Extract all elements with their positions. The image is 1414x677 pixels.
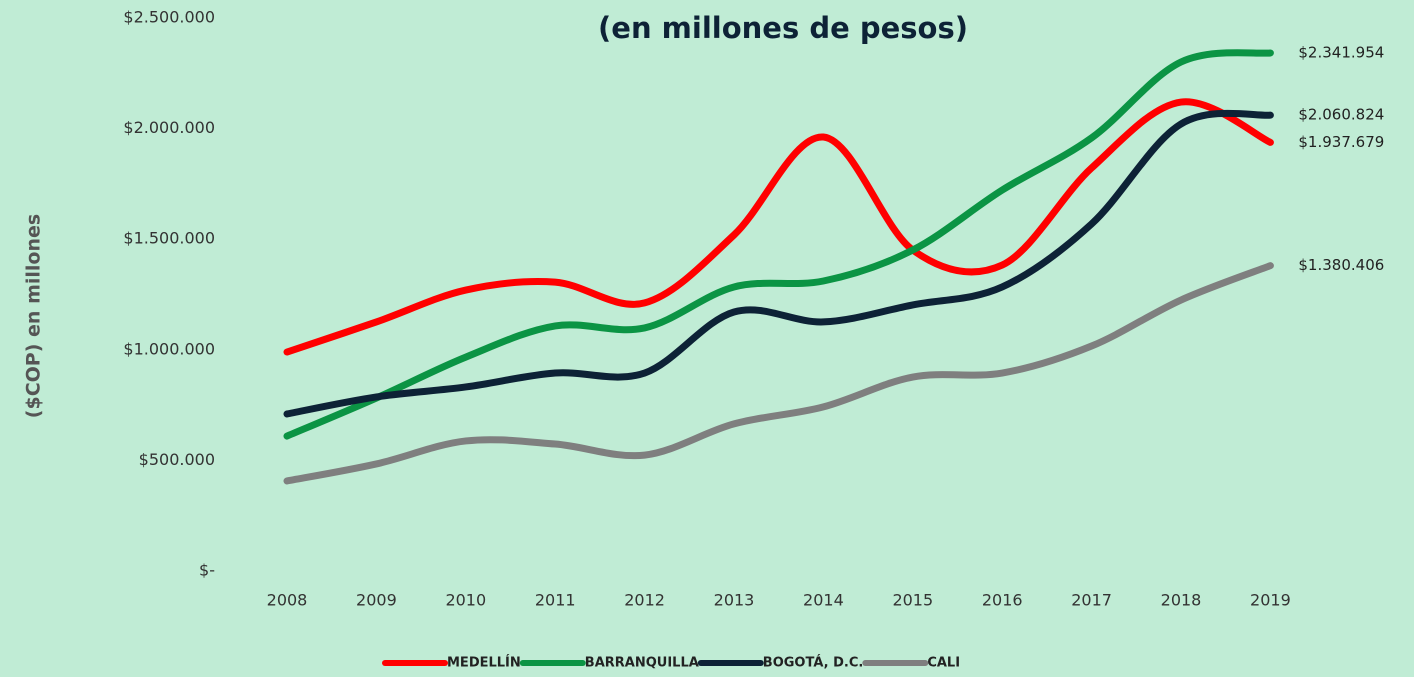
- data-label: $2.341.954: [1298, 43, 1384, 61]
- data-label: $2.060.824: [1298, 106, 1384, 124]
- x-tick-label: 2008: [267, 591, 308, 610]
- x-tick-label: 2019: [1250, 591, 1291, 610]
- x-tick-label: 2015: [892, 591, 933, 610]
- chart-title: (en millones de pesos): [598, 11, 968, 45]
- data-label: $1.380.406: [1298, 256, 1384, 274]
- x-tick-label: 2016: [982, 591, 1023, 610]
- x-tick-label: 2009: [356, 591, 397, 610]
- y-tick-label: $1.500.000: [123, 229, 215, 248]
- x-tick-label: 2010: [445, 591, 486, 610]
- x-tick-label: 2014: [803, 591, 844, 610]
- x-tick-label: 2013: [714, 591, 755, 610]
- series-line: [283, 49, 1274, 440]
- y-tick-label: $500.000: [139, 450, 215, 469]
- y-tick-label: $2.000.000: [123, 118, 215, 137]
- legend-label: MEDELLÍN: [447, 655, 521, 671]
- x-tick-label: 2017: [1071, 591, 1112, 610]
- x-tick-label: 2012: [624, 591, 665, 610]
- series-line: [283, 109, 1274, 418]
- y-axis-label: ($COP) en millones: [23, 214, 45, 418]
- data-label: $1.937.679: [1298, 133, 1384, 151]
- series-line: [283, 262, 1274, 485]
- legend-label: CALI: [927, 656, 960, 671]
- x-tick-label: 2018: [1161, 591, 1202, 610]
- y-tick-label: $2.500.000: [123, 8, 215, 27]
- series-line: [283, 98, 1274, 356]
- legend-label: BOGOTÁ, D.C.: [763, 655, 864, 671]
- x-tick-label: 2011: [535, 591, 576, 610]
- legend-label: BARRANQUILLA: [585, 656, 699, 671]
- y-tick-label: $-: [199, 561, 215, 580]
- y-tick-label: $1.000.000: [123, 339, 215, 358]
